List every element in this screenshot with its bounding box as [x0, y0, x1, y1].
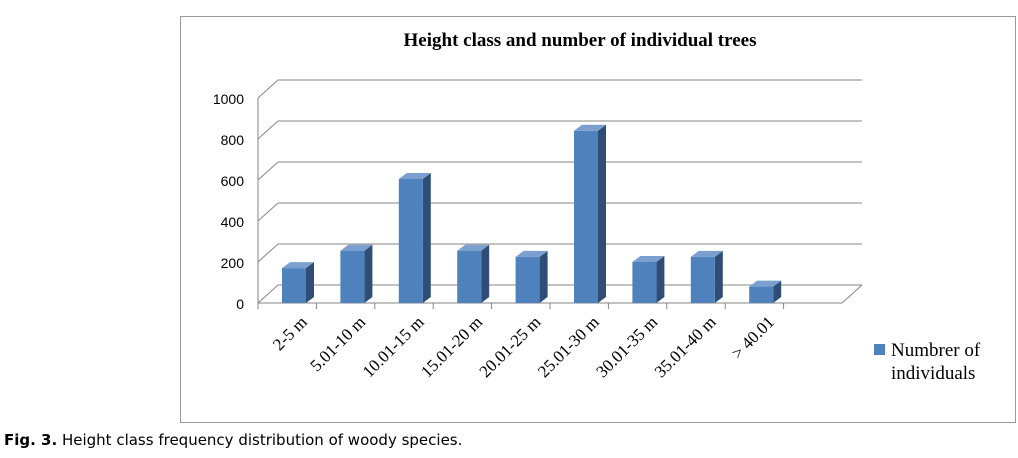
bar	[632, 262, 657, 303]
gridline-depth	[257, 243, 279, 263]
x-tick-label: > 40.01	[728, 312, 778, 362]
x-tick-label: 2-5 m	[269, 312, 311, 354]
x-tick-label: 15.01-20 m	[417, 312, 486, 381]
caption-text: Height class frequency distribution of w…	[61, 431, 463, 449]
bar-top	[398, 172, 431, 179]
bar-top	[282, 262, 314, 269]
bar-side	[656, 256, 665, 303]
bar	[690, 256, 715, 303]
bar	[340, 250, 365, 303]
gridline-depth	[257, 202, 279, 222]
caption-label: Fig. 3.	[4, 431, 58, 449]
x-tick-label: 30.01-35 m	[592, 312, 661, 381]
gridline-depth	[257, 79, 279, 99]
gridline-depth	[257, 120, 279, 140]
gridline-depth	[257, 161, 279, 181]
x-tick-label: 25.01-30 m	[534, 312, 603, 381]
bar-side	[422, 172, 431, 303]
bar	[749, 286, 774, 303]
floor-right-edge	[841, 284, 863, 304]
bar-top	[749, 280, 782, 287]
x-tick-label: 20.01-25 m	[476, 312, 545, 381]
y-tick-label: 200	[221, 255, 245, 271]
bar-side	[364, 244, 373, 303]
bar	[515, 256, 540, 303]
gridline-depth	[257, 284, 279, 304]
y-tick-label: 600	[221, 173, 245, 189]
bar-side	[539, 250, 548, 303]
y-tick-label: 400	[221, 214, 245, 230]
chart-title: Height class and number of individual tr…	[403, 30, 757, 51]
y-tick-label: 1000	[213, 91, 244, 107]
bar	[282, 268, 306, 303]
bar-side	[598, 124, 606, 303]
bar-top	[457, 244, 490, 251]
bar-side	[481, 244, 490, 303]
bar-side	[773, 280, 782, 303]
y-tick-label: 0	[236, 296, 244, 312]
bar	[457, 250, 482, 303]
bar-side	[714, 250, 723, 303]
bar-top	[690, 250, 723, 257]
bar-top	[340, 244, 373, 251]
figure-caption: Fig. 3. Height class frequency distribut…	[4, 431, 462, 449]
bar-top	[632, 256, 665, 262]
bar-top	[574, 124, 606, 131]
bar	[574, 130, 598, 303]
legend-label: Numbrer of individuals	[891, 340, 981, 384]
x-tick-label: 10.01-15 m	[359, 312, 428, 381]
legend-swatch	[874, 344, 885, 355]
bar	[398, 178, 423, 303]
x-tick-label: 35.01-40 m	[651, 312, 720, 381]
bar-side	[306, 262, 314, 303]
bar-top	[515, 250, 548, 257]
y-tick-label: 800	[221, 132, 245, 148]
